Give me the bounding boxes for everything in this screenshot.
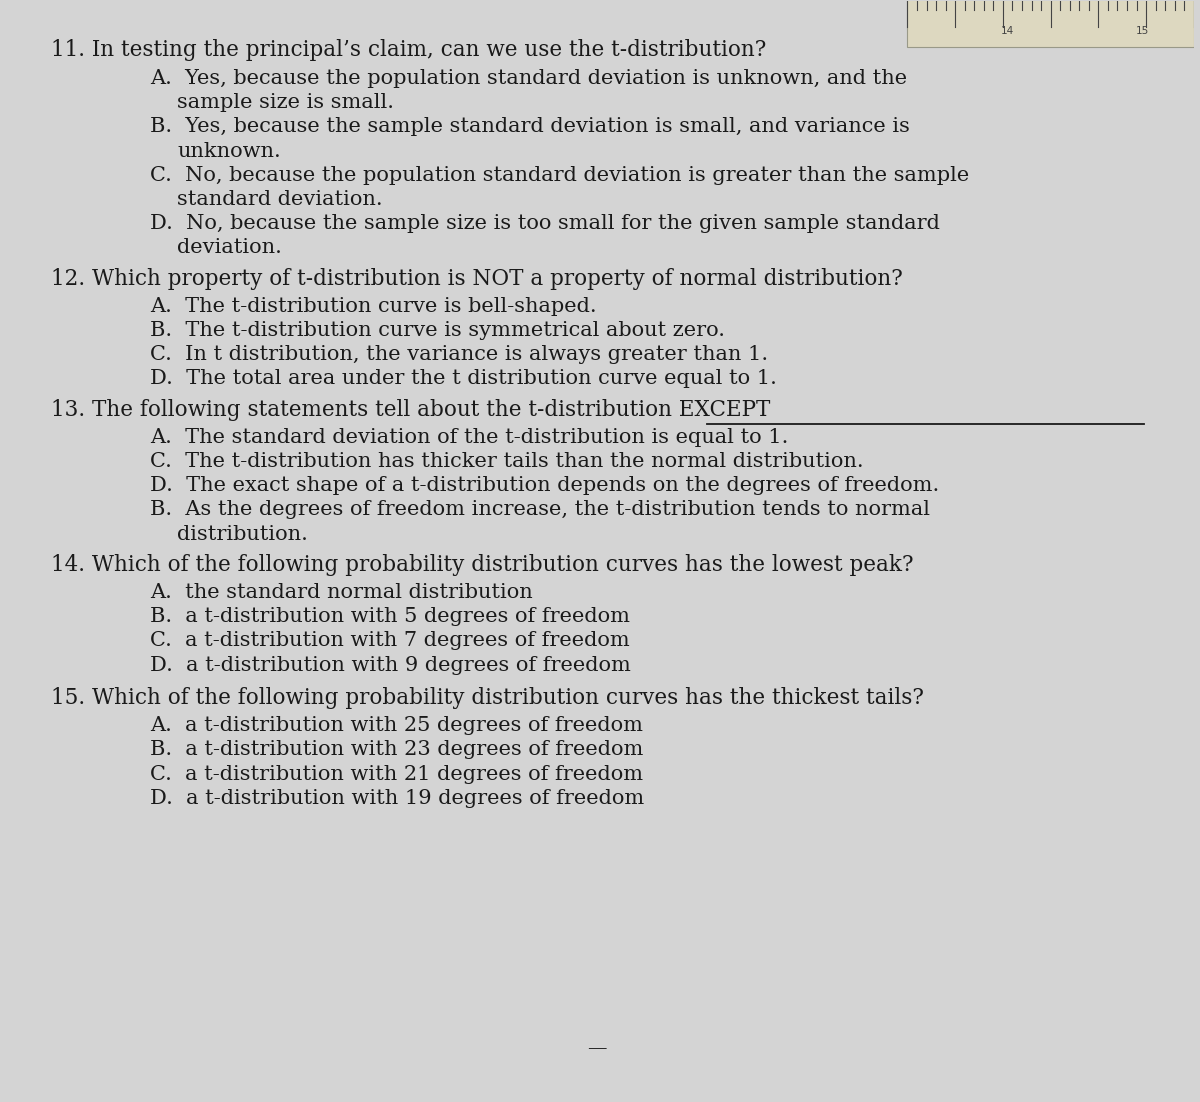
Text: D.  The total area under the t distribution curve equal to 1.: D. The total area under the t distributi… [150,369,776,388]
Text: D.  a t-distribution with 9 degrees of freedom: D. a t-distribution with 9 degrees of fr… [150,656,631,674]
Text: B.  As the degrees of freedom increase, the t-distribution tends to normal: B. As the degrees of freedom increase, t… [150,500,930,519]
Text: A.  the standard normal distribution: A. the standard normal distribution [150,583,533,602]
Text: deviation.: deviation. [178,238,282,258]
Text: 14: 14 [1001,25,1014,36]
Text: sample size is small.: sample size is small. [178,94,395,112]
Text: B.  a t-distribution with 5 degrees of freedom: B. a t-distribution with 5 degrees of fr… [150,607,630,626]
Text: A.  Yes, because the population standard deviation is unknown, and the: A. Yes, because the population standard … [150,69,907,88]
Text: D.  The exact shape of a t-distribution depends on the degrees of freedom.: D. The exact shape of a t-distribution d… [150,476,940,495]
Text: unknown.: unknown. [178,141,281,161]
Text: —: — [588,1039,607,1058]
Text: standard deviation.: standard deviation. [178,190,383,209]
Text: 13. The following statements tell about the t-distribution EXCEPT: 13. The following statements tell about … [50,399,770,421]
FancyBboxPatch shape [907,0,1194,47]
Text: A.  The standard deviation of the t-distribution is equal to 1.: A. The standard deviation of the t-distr… [150,428,788,446]
Text: C.  a t-distribution with 21 degrees of freedom: C. a t-distribution with 21 degrees of f… [150,765,643,784]
Text: D.  a t-distribution with 19 degrees of freedom: D. a t-distribution with 19 degrees of f… [150,789,644,808]
Polygon shape [1051,1,1194,47]
Text: 12. Which property of t-distribution is NOT a property of normal distribution?: 12. Which property of t-distribution is … [50,268,902,290]
Text: C.  The t-distribution has thicker tails than the normal distribution.: C. The t-distribution has thicker tails … [150,452,864,471]
Text: 15. Which of the following probability distribution curves has the thickest tail: 15. Which of the following probability d… [50,688,924,710]
Text: 14. Which of the following probability distribution curves has the lowest peak?: 14. Which of the following probability d… [50,554,913,576]
Text: A.  The t-distribution curve is bell-shaped.: A. The t-distribution curve is bell-shap… [150,296,596,316]
Text: B.  Yes, because the sample standard deviation is small, and variance is: B. Yes, because the sample standard devi… [150,117,910,137]
Text: C.  In t distribution, the variance is always greater than 1.: C. In t distribution, the variance is al… [150,345,768,364]
Text: B.  a t-distribution with 23 degrees of freedom: B. a t-distribution with 23 degrees of f… [150,741,643,759]
Text: 11. In testing the principal’s claim, can we use the t-distribution?: 11. In testing the principal’s claim, ca… [50,40,766,62]
Text: distribution.: distribution. [178,525,308,543]
Text: C.  No, because the population standard deviation is greater than the sample: C. No, because the population standard d… [150,165,970,185]
Text: D.  No, because the sample size is too small for the given sample standard: D. No, because the sample size is too sm… [150,214,940,234]
Text: 15: 15 [1135,25,1148,36]
Text: B.  The t-distribution curve is symmetrical about zero.: B. The t-distribution curve is symmetric… [150,321,725,341]
Text: C.  a t-distribution with 7 degrees of freedom: C. a t-distribution with 7 degrees of fr… [150,631,630,650]
Text: A.  a t-distribution with 25 degrees of freedom: A. a t-distribution with 25 degrees of f… [150,716,643,735]
